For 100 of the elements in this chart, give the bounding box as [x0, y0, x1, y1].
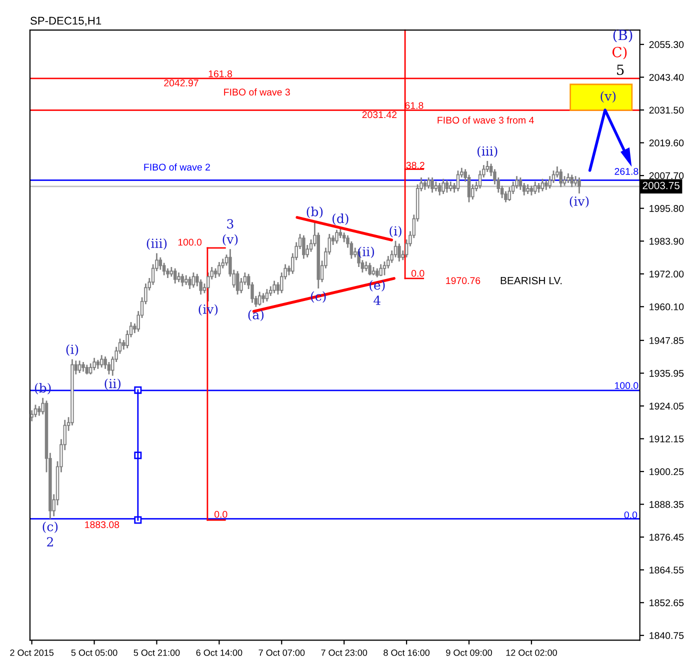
annotation: 5	[617, 64, 624, 76]
candlestick	[262, 292, 265, 304]
candlestick	[426, 176, 430, 190]
candlestick	[379, 264, 382, 277]
y-tick-label: 2055.30	[649, 41, 684, 48]
x-tick-label: 5 Oct 21:00	[134, 650, 180, 656]
annotation: FIBO of wave 3	[224, 88, 290, 96]
candlestick	[236, 270, 240, 296]
y-tick-label: 2043.40	[649, 74, 684, 81]
y-tick-label: 1864.55	[650, 566, 684, 574]
chart-title: SP-DEC15,H1	[30, 16, 102, 26]
candlestick	[78, 360, 82, 374]
annotation: (ii)	[104, 378, 121, 390]
candlestick	[265, 288, 269, 302]
annotation: (iv)	[570, 196, 589, 208]
y-tick-label: 2007.70	[649, 172, 684, 180]
y-tick-label: 1935.95	[650, 370, 684, 377]
annotation: 100.0	[615, 382, 638, 390]
candlestick	[338, 228, 342, 239]
candlestick	[368, 262, 372, 276]
candlestick	[537, 182, 540, 194]
annotation: (i)	[66, 344, 78, 356]
candlestick	[456, 170, 460, 192]
x-tick-label: 7 Oct 23:00	[321, 650, 368, 656]
candlestick	[442, 178, 445, 195]
y-tick-label: 1900.25	[650, 468, 684, 476]
candlestick	[562, 175, 566, 186]
annotation: (d)	[332, 214, 348, 225]
x-tick-label: 9 Oct 09:00	[446, 650, 492, 656]
y-tick-label: 1995.80	[650, 205, 684, 212]
annotation: 1970.76	[446, 277, 480, 284]
candlestick	[398, 242, 401, 262]
y-tick-label: 1947.85	[650, 337, 684, 344]
candlestick	[272, 280, 276, 294]
candlestick	[566, 172, 570, 184]
candlestick	[302, 234, 306, 260]
annotation: (v)	[222, 234, 238, 246]
annotation: (iii)	[477, 146, 498, 158]
candlestick	[534, 180, 537, 195]
candlestick	[214, 268, 218, 279]
y-tick-label: 1983.90	[650, 238, 684, 245]
candlestick	[578, 176, 581, 194]
y-tick-label: 1960.10	[650, 303, 684, 310]
annotation: (B)	[613, 29, 632, 42]
candlestick	[184, 274, 188, 286]
annotation: 2031.42	[362, 111, 397, 118]
candlestick	[434, 180, 438, 192]
annotation: C)	[612, 46, 627, 60]
candlestick	[540, 178, 544, 192]
candlestick	[38, 405, 41, 416]
annotation: 38.2	[406, 162, 424, 169]
candlestick	[96, 359, 100, 370]
candlestick	[34, 404, 38, 418]
annotation: FIBO of wave 3 from 4	[438, 116, 534, 124]
candlestick	[188, 276, 192, 290]
x-tick-label: 7 Oct 07:00	[258, 650, 305, 656]
candlestick	[170, 266, 174, 278]
x-tick-label: 12 Oct 02:00	[506, 650, 557, 656]
annotation: 0.0	[411, 270, 424, 277]
annotation: (c)	[42, 522, 58, 534]
candlestick	[100, 354, 104, 368]
candlestick	[526, 184, 530, 195]
candlestick	[335, 229, 338, 244]
candlestick	[85, 364, 89, 376]
annotation: 161.8	[208, 70, 232, 78]
candlestick	[218, 261, 221, 278]
y-tick-label: 1852.65	[650, 599, 684, 606]
candlestick	[570, 174, 574, 188]
candlestick	[82, 361, 85, 372]
annotation: 2	[47, 537, 53, 546]
annotation: (b)	[306, 206, 323, 218]
x-tick-label: 5 Oct 05:00	[71, 650, 118, 656]
candlestick	[445, 180, 449, 194]
y-tick-label: 1924.05	[650, 402, 684, 410]
candlestick	[449, 180, 452, 192]
candlestick	[177, 272, 180, 283]
x-tick-label: 6 Oct 14:00	[196, 650, 242, 656]
annotation: (i)	[390, 226, 402, 238]
annotation: 61.8	[405, 102, 424, 109]
candlestick	[559, 168, 562, 188]
annotation: 4	[374, 296, 381, 305]
candlestick	[530, 185, 534, 196]
candlestick	[544, 180, 548, 191]
candlestick	[438, 182, 442, 196]
candlestick	[92, 357, 96, 371]
y-tick-label: 1912.15	[650, 435, 684, 442]
candlestick	[364, 260, 368, 272]
x-tick-label: 8 Oct 16:00	[384, 650, 430, 656]
x-tick-label: 2 Oct 2015	[10, 650, 54, 656]
candlestick	[173, 268, 177, 284]
candlestick	[423, 180, 427, 191]
annotation: 100.0	[178, 238, 202, 246]
candlestick	[574, 175, 578, 186]
annotation: 0.0	[214, 510, 228, 518]
annotation: (a)	[248, 310, 264, 322]
candlestick	[258, 291, 262, 306]
annotation: FIBO of wave 2	[144, 163, 210, 171]
annotation: 261.8	[614, 168, 638, 175]
annotation: (v)	[600, 91, 616, 103]
y-tick-label: 1876.45	[650, 534, 684, 541]
